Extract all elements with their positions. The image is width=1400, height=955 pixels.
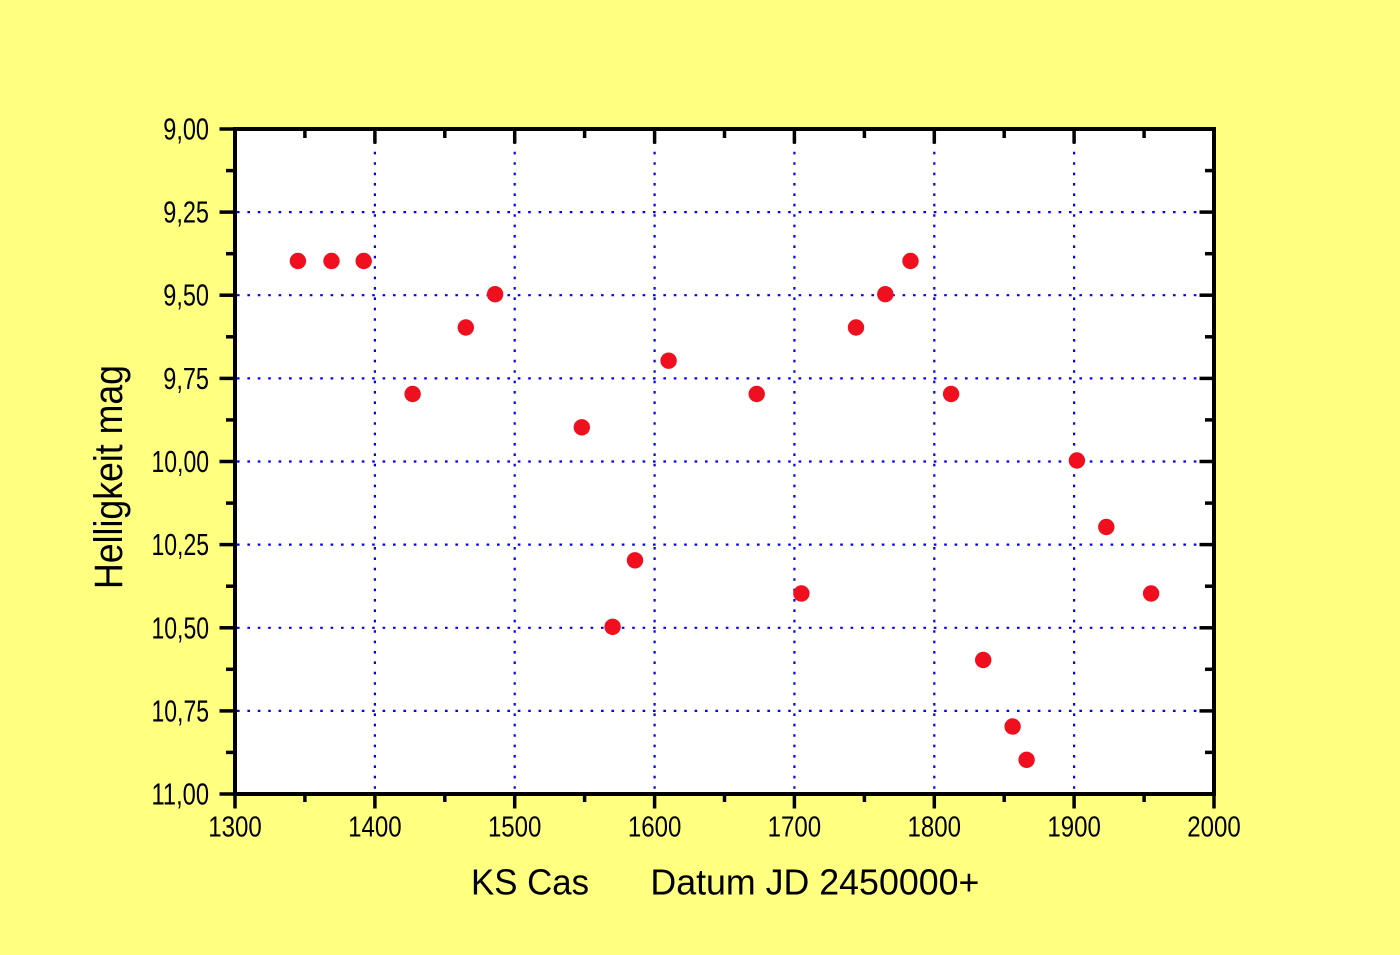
svg-text:9,75: 9,75 — [163, 362, 209, 396]
svg-text:1500: 1500 — [488, 811, 542, 843]
svg-text:10,75: 10,75 — [152, 694, 210, 728]
svg-text:Helligkeit mag: Helligkeit mag — [87, 365, 131, 589]
svg-text:1600: 1600 — [628, 811, 682, 843]
svg-text:9,50: 9,50 — [163, 279, 209, 313]
svg-text:1300: 1300 — [208, 811, 262, 843]
svg-text:KS Cas: KS Cas — [471, 862, 589, 903]
svg-text:1800: 1800 — [908, 811, 962, 843]
svg-text:Datum JD 2450000+: Datum JD 2450000+ — [650, 862, 979, 903]
svg-text:10,00: 10,00 — [152, 445, 210, 479]
svg-text:1400: 1400 — [348, 811, 402, 843]
svg-text:9,25: 9,25 — [163, 196, 209, 230]
svg-text:9,00: 9,00 — [163, 113, 209, 147]
svg-text:1900: 1900 — [1047, 811, 1101, 843]
svg-text:10,25: 10,25 — [152, 528, 210, 562]
svg-text:11,00: 11,00 — [152, 778, 210, 812]
svg-text:2000: 2000 — [1187, 811, 1241, 843]
svg-text:1700: 1700 — [768, 811, 822, 843]
svg-text:10,50: 10,50 — [152, 611, 210, 645]
